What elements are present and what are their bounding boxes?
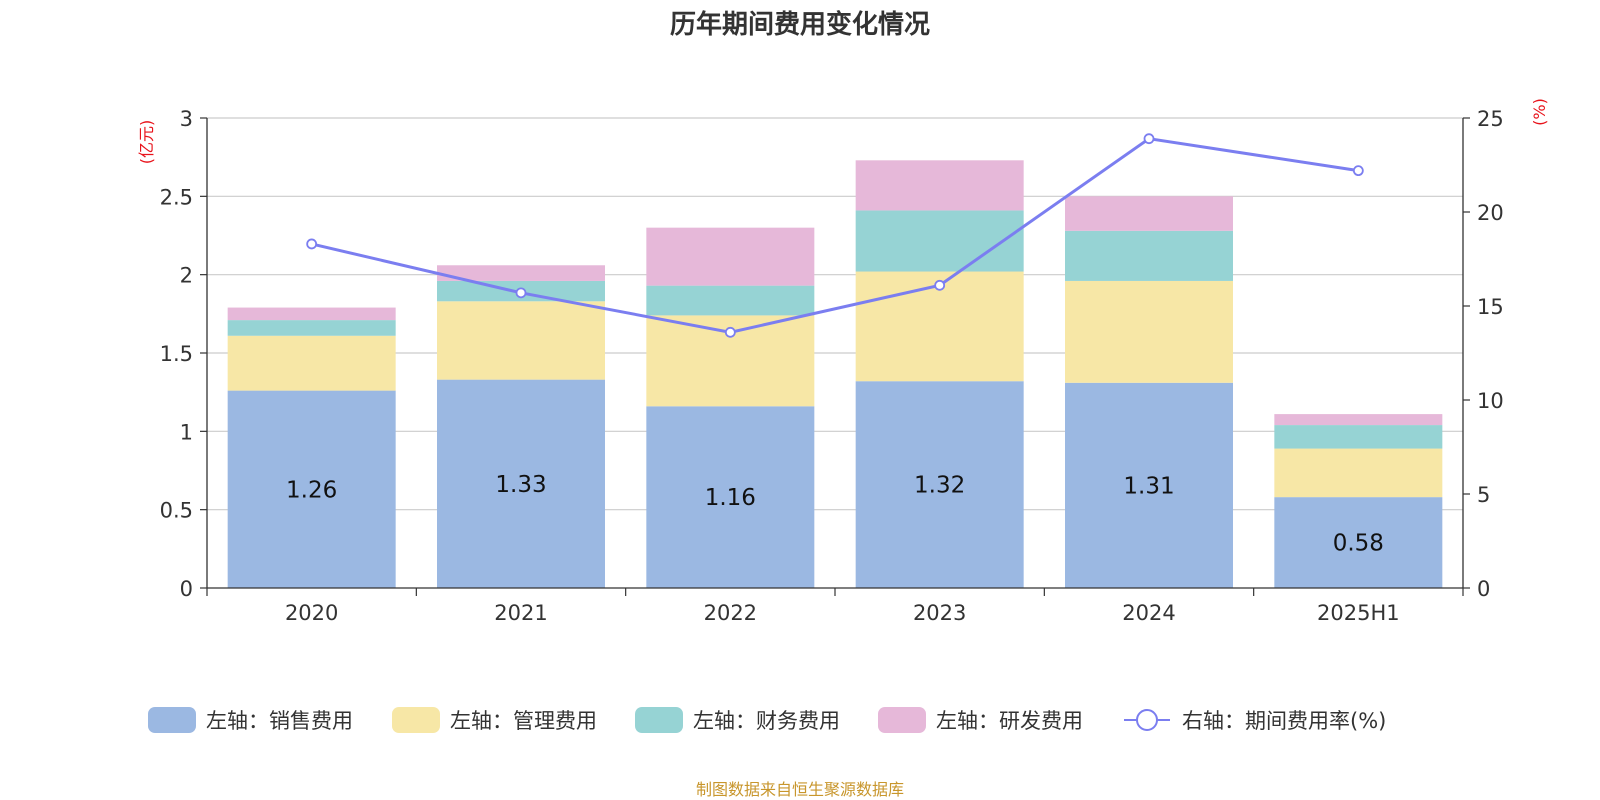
bar-segment-2022-4 <box>646 227 815 286</box>
left-tick-label: 0.5 <box>160 499 193 523</box>
legend-label-5: 右轴：期间费用率(%) <box>1182 709 1386 733</box>
axes: 0 0.5 1 1.5 2 2.5 3 0 5 10 15 20 25 2020 2021 2022 2023 2… <box>137 98 1549 625</box>
bar-segment-2025H1-4 <box>1274 414 1443 426</box>
data-labels: 1.26 1.33 1.16 1.32 1.31 0.58 <box>286 472 1384 557</box>
x-tick-label: 2025H1 <box>1317 601 1400 625</box>
data-label-2022: 1.16 <box>705 485 756 511</box>
right-axis-unit-label: (%) <box>1530 98 1549 126</box>
bar-segment-2021-2 <box>437 301 605 380</box>
grid-lines <box>207 117 1463 511</box>
bar-segment-2020-4 <box>227 307 396 321</box>
legend: 左轴：销售费用 左轴：管理费用 左轴：财务费用 左轴：研发费用 右轴：期间费用率(%) <box>148 707 1386 733</box>
stacked-bars <box>227 160 1443 588</box>
source-note: 制图数据来自恒生聚源数据库 <box>695 780 904 799</box>
chart-title: 历年期间费用变化情况 <box>669 10 930 40</box>
rate-point-2021 <box>515 287 527 299</box>
bar-segment-2021-1 <box>437 379 605 588</box>
right-tick-label: 10 <box>1477 389 1504 413</box>
data-label-2023: 1.32 <box>914 473 965 499</box>
bar-segment-2023-4 <box>855 160 1024 211</box>
legend-label-2: 左轴：管理费用 <box>450 709 597 733</box>
bar-segment-2025H1-3 <box>1274 425 1443 449</box>
right-tick-label: 5 <box>1477 483 1490 507</box>
data-label-2021: 1.33 <box>495 472 546 498</box>
legend-swatch-3 <box>635 707 683 733</box>
legend-marker-swatch <box>1136 709 1158 731</box>
x-tick-label: 2022 <box>704 601 757 625</box>
left-axis-unit-label: (亿元) <box>137 120 156 165</box>
rate-point-2023 <box>934 279 946 291</box>
bar-segment-2024-4 <box>1065 196 1233 231</box>
legend-label-3: 左轴：财务费用 <box>693 709 840 733</box>
left-tick-label: 1 <box>180 420 193 444</box>
bar-segment-2024-1 <box>1065 382 1233 588</box>
bar-segment-2025H1-1 <box>1274 497 1443 588</box>
left-tick-label: 0 <box>180 577 193 601</box>
legend-label-1: 左轴：销售费用 <box>206 709 353 733</box>
bar-segment-2020-1 <box>227 390 396 588</box>
left-tick-label: 1.5 <box>160 342 193 366</box>
left-tick-label: 2.5 <box>160 185 193 209</box>
right-tick-label: 25 <box>1477 107 1504 131</box>
bar-segment-2024-3 <box>1065 230 1233 281</box>
bar-segment-2023-1 <box>855 381 1024 588</box>
x-tick-label: 2020 <box>285 601 338 625</box>
data-label-2024: 1.31 <box>1123 473 1174 499</box>
rate-point-2022 <box>724 326 736 338</box>
rate-line <box>306 133 1364 338</box>
right-tick-label: 20 <box>1477 201 1504 225</box>
bar-segment-2020-2 <box>227 335 396 391</box>
left-tick-label: 3 <box>180 107 193 131</box>
data-label-2020: 1.26 <box>286 477 337 503</box>
bar-segment-2020-3 <box>227 320 396 336</box>
rate-point-2020 <box>306 238 318 250</box>
legend-swatch-2 <box>392 707 440 733</box>
bar-segment-2024-2 <box>1065 280 1233 383</box>
data-label-2025H1: 0.58 <box>1333 531 1384 557</box>
legend-label-4: 左轴：研发费用 <box>936 709 1083 733</box>
bar-segment-2023-3 <box>855 210 1024 272</box>
bar-segment-2022-3 <box>646 285 815 316</box>
rate-line-path <box>311 137 1359 334</box>
x-tick-label: 2021 <box>494 601 547 625</box>
rate-point-2025H1 <box>1352 165 1364 177</box>
right-tick-label: 0 <box>1477 577 1490 601</box>
bar-segment-2021-4 <box>437 265 605 281</box>
legend-swatch-4 <box>878 707 926 733</box>
left-tick-label: 2 <box>180 264 193 288</box>
bar-segment-2022-1 <box>646 406 815 588</box>
bar-segment-2025H1-2 <box>1274 448 1443 498</box>
x-tick-label: 2024 <box>1122 601 1175 625</box>
legend-swatch-1 <box>148 707 196 733</box>
right-tick-label: 15 <box>1477 295 1504 319</box>
x-tick-label: 2023 <box>913 601 966 625</box>
rate-point-2024 <box>1143 133 1155 145</box>
